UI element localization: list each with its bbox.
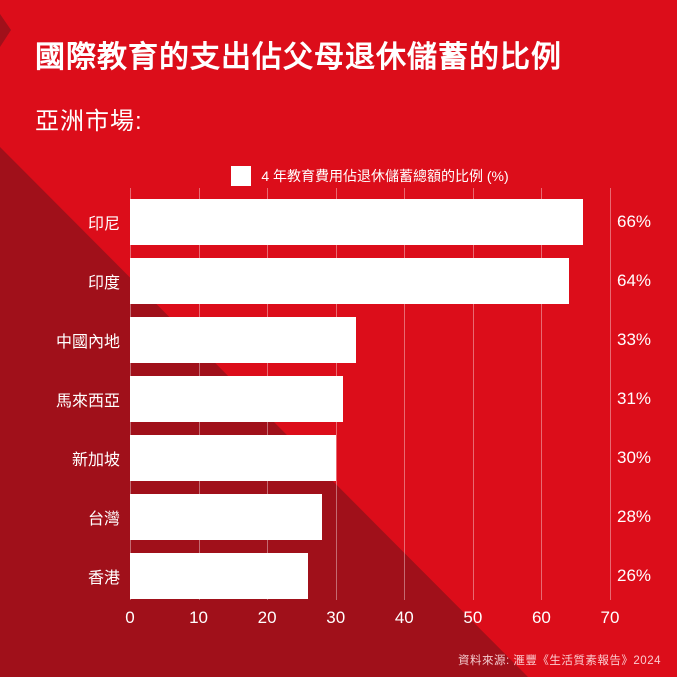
x-tick-label: 10 (189, 608, 209, 627)
bar-rows: 印尼 66% 印度 64% 中國內地 33% 馬來西亞 31% 新加坡 30% 台灣 28% 香港 26% (0, 192, 677, 605)
legend-label: 4 年教育費用佔退休儲蓄總額的比例 (%) (261, 168, 509, 184)
category-label: 印尼 (87, 215, 120, 233)
bar-track (130, 434, 610, 481)
gridline (404, 188, 406, 600)
x-tick-label: 70 (600, 608, 620, 627)
bar-row: 台灣 28% (0, 487, 677, 546)
x-tick-label: 60 (531, 608, 551, 627)
category-label: 新加坡 (71, 451, 120, 469)
x-tick-label: 50 (463, 608, 483, 627)
bar-track (130, 552, 610, 599)
value-label: 31% (617, 388, 652, 408)
x-axis: 0 10 20 30 40 50 60 70 (125, 608, 619, 630)
page-subtitle: 亞洲市場: (35, 108, 143, 135)
bar-row: 香港 26% (0, 546, 677, 605)
bar-chart: 印尼 66% 印度 64% 中國內地 33% 馬來西亞 31% 新加坡 30% 台灣 28% 香港 26%… (0, 188, 677, 627)
category-label: 印度 (87, 274, 120, 292)
bar (130, 198, 583, 245)
value-label: 30% (617, 447, 652, 467)
gridline (610, 188, 611, 600)
bar (130, 493, 322, 540)
bar (130, 375, 343, 422)
category-label: 台灣 (87, 510, 120, 528)
bar-track (130, 198, 610, 245)
x-tick-label: 0 (125, 608, 135, 627)
category-label: 香港 (87, 569, 120, 587)
value-label: 28% (617, 506, 652, 526)
bar (130, 552, 309, 599)
bar-track (130, 316, 610, 363)
bar (130, 316, 357, 363)
value-label: 66% (617, 211, 652, 231)
x-tick-label: 40 (394, 608, 414, 627)
x-tick-label: 20 (257, 608, 277, 627)
value-label: 64% (617, 270, 652, 290)
page-title: 國際教育的支出佔父母退休儲蓄的比例 (35, 41, 562, 74)
bar (130, 257, 569, 304)
category-label: 中國內地 (55, 333, 120, 351)
source-note: 資料來源: 滙豐《生活質素報告》2024 (458, 655, 661, 667)
gridline (472, 188, 474, 600)
bar-track (130, 493, 610, 540)
value-label: 26% (617, 565, 652, 585)
bar-row: 新加坡 30% (0, 428, 677, 487)
bar-row: 中國內地 33% (0, 310, 677, 369)
bar-row: 馬來西亞 31% (0, 369, 677, 428)
chart-legend: 4 年教育費用佔退休儲蓄總額的比例 (%) (130, 166, 610, 186)
bar-track (130, 257, 610, 304)
bar-row: 印尼 66% (0, 192, 677, 251)
bar-track (130, 375, 610, 422)
x-tick-label: 30 (326, 608, 346, 627)
gridline (541, 188, 543, 600)
legend-swatch-icon (231, 166, 252, 186)
value-label: 33% (617, 329, 652, 349)
category-label: 馬來西亞 (55, 392, 120, 410)
bar (130, 434, 336, 481)
bar-row: 印度 64% (0, 251, 677, 310)
